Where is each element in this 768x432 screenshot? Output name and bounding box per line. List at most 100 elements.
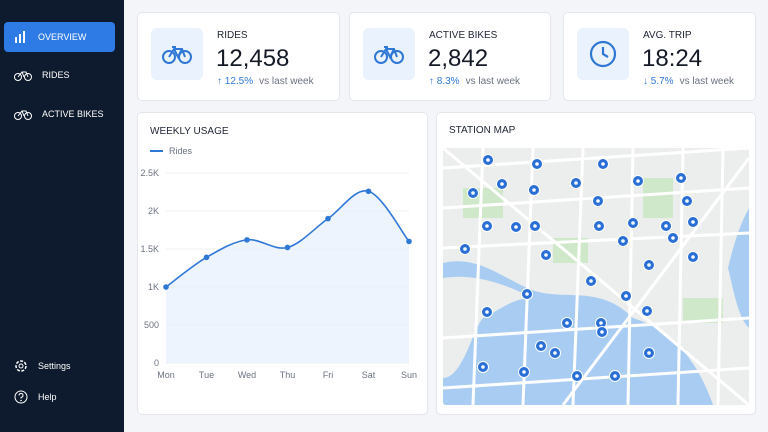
icon <box>15 31 25 43</box>
x-tick-label: Sun <box>401 370 417 380</box>
kpi-change-value: 12.5% <box>224 76 254 87</box>
x-tick-label: Tue <box>199 370 214 380</box>
nav-label: OVERVIEW <box>38 32 87 42</box>
y-tick-label: 2K <box>148 206 159 216</box>
kpi-change: ↑ 12.5% vs last week <box>217 76 314 87</box>
station-marker-dot <box>481 365 485 369</box>
icon <box>14 110 32 120</box>
kpi-icon <box>577 28 629 80</box>
nav-label: Help <box>38 392 57 402</box>
station-marker-dot <box>539 344 543 348</box>
station-marker-dot <box>601 162 605 166</box>
station-marker-dot <box>574 181 578 185</box>
x-tick-label: Mon <box>157 370 175 380</box>
point <box>284 244 291 251</box>
station-marker-dot <box>535 162 539 166</box>
station-marker-dot <box>463 247 467 251</box>
sidebar: OVERVIEW RIDES ACTIVE BIKES Settings Hel… <box>0 0 124 432</box>
station-marker-dot <box>514 225 518 229</box>
station-marker-dot <box>613 374 617 378</box>
station-marker-dot <box>636 179 640 183</box>
kpi-card: ACTIVE BIKES 2,842 ↑ 8.3% vs last week <box>349 12 551 101</box>
station-marker-dot <box>645 309 649 313</box>
station-marker-dot <box>664 224 668 228</box>
point <box>163 284 169 290</box>
y-tick-label: 1K <box>148 282 159 292</box>
station-marker-dot <box>691 255 695 259</box>
nav-overview[interactable]: OVERVIEW <box>4 22 115 52</box>
station-marker-dot <box>647 263 651 267</box>
point <box>406 238 412 245</box>
kpi-value: 12,458 <box>216 45 290 72</box>
station-marker-dot <box>565 321 569 325</box>
nav-settings[interactable]: Settings <box>4 351 115 381</box>
point <box>203 254 210 261</box>
icon <box>15 360 27 372</box>
x-tick-label: Fri <box>323 370 334 380</box>
station-marker-dot <box>544 253 548 257</box>
station-marker-dot <box>525 292 529 296</box>
kpi-change: ↓ 5.7% vs last week <box>643 76 735 87</box>
station-marker-dot <box>597 224 601 228</box>
nav-help[interactable]: Help <box>4 382 115 412</box>
kpi-note: vs last week <box>259 76 314 87</box>
kpi-icon <box>363 28 415 80</box>
area <box>166 190 409 363</box>
point <box>365 188 372 195</box>
nav-label: ACTIVE BIKES <box>42 109 104 119</box>
x-tick-label: Thu <box>280 370 296 380</box>
kpi-change-value: 8.3% <box>436 76 460 87</box>
station-marker-dot <box>631 221 635 225</box>
station-marker-dot <box>685 199 689 203</box>
station-marker-dot <box>522 370 526 374</box>
kpi-card: AVG. TRIP 18:24 ↓ 5.7% vs last week <box>563 12 756 101</box>
y-tick-label: 500 <box>144 320 159 330</box>
station-marker-dot <box>500 182 504 186</box>
kpi-icon <box>151 28 203 80</box>
station-marker-dot <box>600 330 604 334</box>
station-marker-dot <box>575 374 579 378</box>
map <box>443 148 749 405</box>
station-marker-dot <box>647 351 651 355</box>
chart-card: WEEKLY USAGE 0 500 1K 1.5K 2K 2.5K Mon Tue Wed Th… <box>137 112 428 415</box>
kpi-card: RIDES 12,458 ↑ 12.5% vs last week <box>137 12 340 101</box>
map-title: STATION MAP <box>449 125 516 136</box>
station-marker-dot <box>533 224 537 228</box>
nav-rides[interactable]: RIDES <box>4 60 115 90</box>
station-marker-dot <box>691 220 695 224</box>
station-marker-dot <box>596 199 600 203</box>
kpi-label: ACTIVE BIKES <box>429 30 498 41</box>
kpi-label: AVG. TRIP <box>643 30 692 41</box>
y-tick-label: 0 <box>154 358 159 368</box>
chart: WEEKLY USAGE 0 500 1K 1.5K 2K 2.5K Mon Tue Wed Th… <box>140 126 417 380</box>
map-card: STATION MAP <box>436 112 756 415</box>
nav-label: Settings <box>38 361 71 371</box>
icon <box>14 390 28 404</box>
station-marker-dot <box>485 224 489 228</box>
station-marker-dot <box>485 310 489 314</box>
kpi-change: ↑ 8.3% vs last week <box>429 76 521 87</box>
icon <box>14 71 32 81</box>
point <box>325 215 331 222</box>
station-marker-dot <box>532 188 536 192</box>
kpi-value: 18:24 <box>642 45 703 72</box>
nav-active-bikes[interactable]: ACTIVE BIKES <box>4 99 115 129</box>
kpi-change-value: 5.7% <box>650 76 674 87</box>
kpi-value: 2,842 <box>428 45 489 72</box>
station-marker-dot <box>671 236 675 240</box>
x-tick-label: Wed <box>238 370 256 380</box>
kpi-label: RIDES <box>217 30 248 41</box>
station-marker-dot <box>624 294 628 298</box>
x-tick-label: Sat <box>362 370 376 380</box>
station-marker-dot <box>486 158 490 162</box>
station-marker-dot <box>589 279 593 283</box>
y-tick-label: 1.5K <box>140 244 159 254</box>
station-marker-dot <box>471 191 475 195</box>
legend-label: Rides <box>169 146 193 156</box>
station-marker-dot <box>553 351 557 355</box>
station-marker-dot <box>621 239 625 243</box>
nav-label: RIDES <box>42 70 70 80</box>
y-tick-label: 2.5K <box>140 168 159 178</box>
kpi-note: vs last week <box>679 76 735 87</box>
